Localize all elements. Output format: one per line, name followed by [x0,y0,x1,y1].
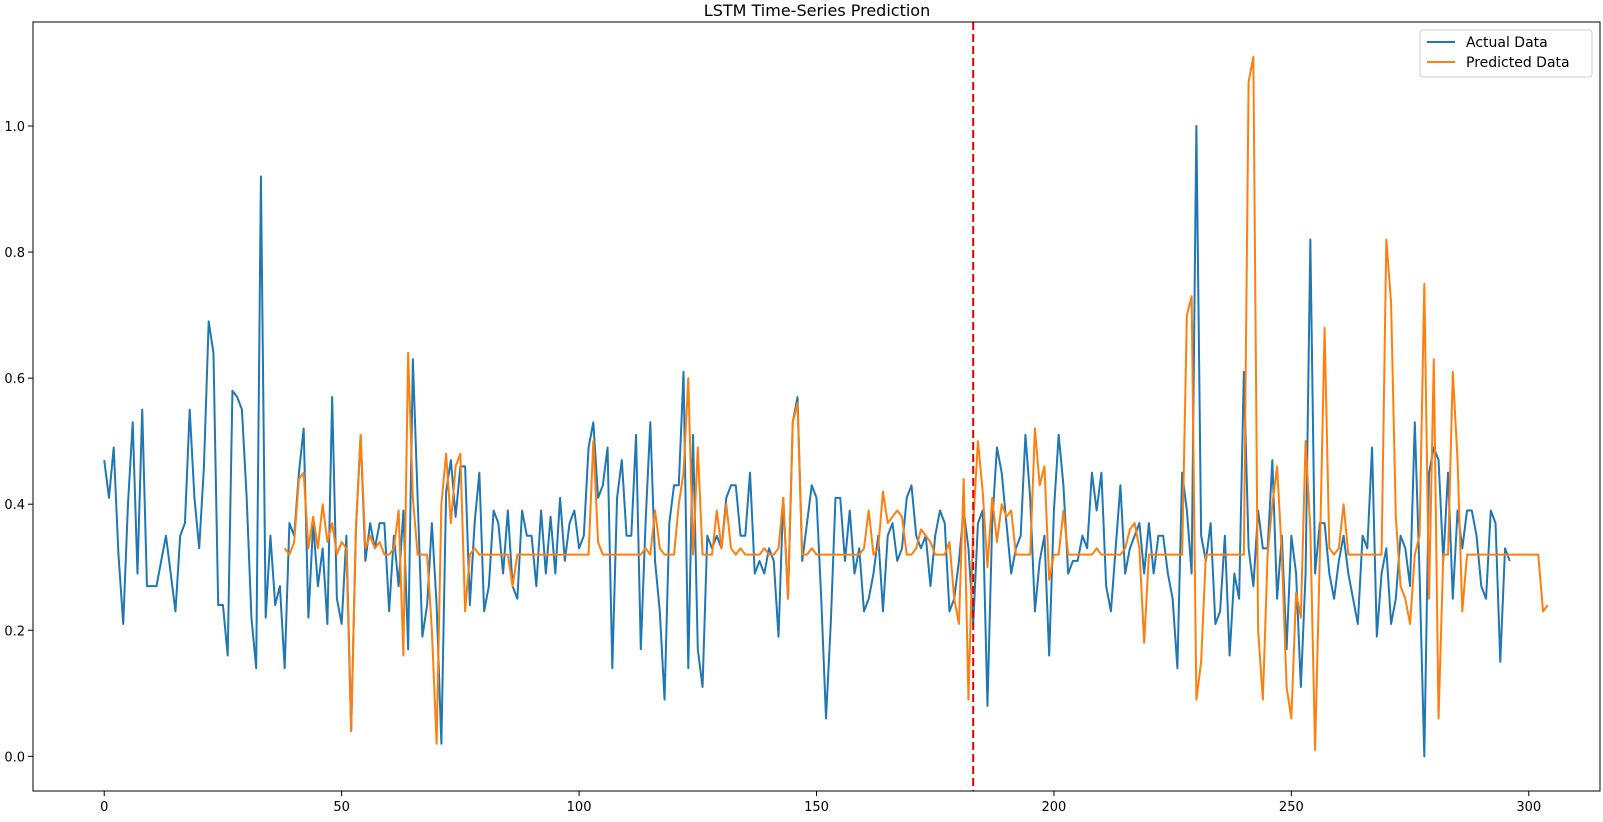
y-tick-label: 0.2 [4,624,25,639]
predicted-data-line [283,55,1549,752]
x-tick-label: 50 [333,800,350,815]
legend-label-predicted: Predicted Data [1466,55,1570,71]
y-axis: 0.0 0.2 0.4 0.6 0.8 1.0 [4,120,33,765]
y-tick-label: 0.0 [4,750,25,765]
legend-box [1419,29,1593,78]
x-tick-label: 100 [567,800,592,815]
y-tick-label: 0.4 [4,498,25,513]
y-tick-label: 0.6 [4,372,25,387]
plot-frame [32,21,1601,792]
x-tick-label: 200 [1042,800,1067,815]
y-tick-label: 0.8 [4,246,25,261]
chart-title: LSTM Time-Series Prediction [704,1,930,20]
plot-area [103,22,1549,791]
legend: Actual Data Predicted Data [1419,29,1593,78]
y-tick-label: 1.0 [4,120,25,135]
legend-label-actual: Actual Data [1466,35,1548,51]
x-axis: 0 50 100 150 200 250 300 [100,791,1541,815]
actual-data-line [103,125,1511,758]
x-tick-label: 150 [804,800,829,815]
x-tick-label: 0 [100,800,108,815]
x-tick-label: 300 [1516,800,1541,815]
x-tick-label: 250 [1279,800,1304,815]
